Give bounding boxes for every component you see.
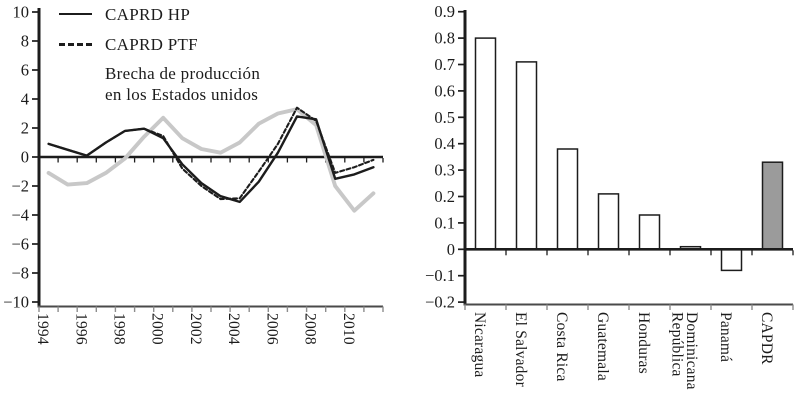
x-axis: 1994 1996 1998 2000 2002 2004 2006 2008 2010 — [34, 305, 384, 345]
svg-text:Dominicana: Dominicana — [683, 312, 700, 390]
zero-line — [465, 248, 794, 256]
line-chart-legend: CAPRD HP CAPRD PTF Brecha de producción … — [59, 5, 260, 106]
y-tick-label: −2 — [11, 177, 29, 196]
svg-text:Panamá: Panamá — [717, 312, 734, 362]
x-tick-label-2000: 2000 — [149, 313, 166, 345]
series-brecha-de-producci-n — [46, 107, 376, 213]
y-axis: 0.9 0.8 0.7 0.6 0.5 0.4 0.3 0.2 0.1 0 −0.1 −0.2 — [425, 2, 467, 312]
bars — [474, 37, 784, 272]
svg-text:República: República — [669, 312, 686, 377]
y-tick-label: 0.9 — [434, 2, 455, 21]
bar-nicaragua — [474, 37, 497, 251]
legend-item-caprd-hp: CAPRD HP — [59, 5, 260, 26]
x-tick-label-1996: 1996 — [72, 313, 89, 345]
svg-text:Nicaragua: Nicaragua — [471, 312, 488, 377]
svg-text:2006: 2006 — [263, 313, 280, 345]
bar-honduras — [638, 214, 661, 251]
y-tick-label: 6 — [21, 61, 29, 80]
x-category-label-costa-rica: Costa Rica — [553, 312, 570, 382]
x-tick-label-2006: 2006 — [263, 313, 280, 345]
y-tick-label: −0.2 — [425, 293, 455, 312]
x-tick-label-2010: 2010 — [340, 313, 357, 345]
svg-text:El Salvador: El Salvador — [512, 312, 529, 388]
x-category-label-honduras: Honduras — [635, 312, 652, 374]
x-tick-label-2008: 2008 — [302, 313, 319, 345]
bar-chart: 0.9 0.8 0.7 0.6 0.5 0.4 0.3 0.2 0.1 0 −0.1 −0.2 Nica… — [425, 2, 794, 390]
x-category-label-panam-: Panamá — [717, 312, 734, 362]
y-tick-label: 0.7 — [434, 55, 455, 74]
svg-text:1996: 1996 — [72, 313, 89, 345]
svg-text:2008: 2008 — [302, 313, 319, 345]
x-category-label-capdr: CAPDR — [758, 312, 775, 365]
svg-text:CAPDR: CAPDR — [758, 312, 775, 365]
bar-panam- — [720, 248, 743, 272]
y-tick-label: 0.6 — [434, 81, 455, 100]
svg-text:2010: 2010 — [340, 313, 357, 345]
svg-text:Honduras: Honduras — [635, 312, 652, 374]
y-tick-label: 0.5 — [434, 108, 455, 127]
y-tick-label: −10 — [3, 293, 29, 312]
y-tick-label: 0.3 — [434, 161, 455, 180]
y-tick-label: 0.8 — [434, 29, 455, 48]
line-chart: 10 8 6 4 2 0 −2 −4 −6 −8 −10 1994 1996 1998 2000 2002 20… — [3, 3, 384, 345]
y-tick-label: 2 — [21, 119, 29, 138]
legend-label-caprd-hp: CAPRD HP — [105, 5, 191, 24]
legend-label-caprd-ptf: CAPRD PTF — [105, 34, 198, 54]
bar-el-salvador — [515, 61, 538, 251]
x-tick-label-2002: 2002 — [187, 313, 204, 345]
solid-line-swatch-icon — [59, 13, 92, 15]
series-caprd-ptf — [47, 106, 375, 201]
svg-text:1994: 1994 — [34, 313, 51, 345]
svg-text:2000: 2000 — [149, 313, 166, 345]
y-tick-label: −0.1 — [425, 266, 455, 285]
dashed-line-swatch-icon — [59, 42, 92, 46]
y-tick-label: −6 — [11, 235, 29, 254]
y-axis: 10 8 6 4 2 0 −2 −4 −6 −8 −10 — [3, 3, 41, 312]
x-category-label-el-salvador: El Salvador — [512, 312, 529, 388]
y-tick-label: 0.2 — [434, 187, 455, 206]
legend-item-brecha: Brecha de producción en los Estados unid… — [59, 64, 260, 105]
y-tick-label: 0 — [21, 148, 29, 167]
bar-guatemala — [597, 193, 620, 251]
y-tick-label: 4 — [21, 90, 29, 109]
y-tick-label: −8 — [11, 264, 29, 283]
y-tick-label: 0.1 — [434, 213, 455, 232]
svg-text:Guatemala: Guatemala — [594, 312, 611, 381]
bar-capdr — [761, 161, 784, 251]
x-tick-label-1994: 1994 — [34, 313, 51, 345]
legend-label-brecha: Brecha de producción en los Estados unid… — [105, 64, 261, 105]
x-category-label-guatemala: Guatemala — [594, 312, 611, 381]
bar-costa-rica — [556, 148, 579, 251]
y-tick-label: 0.4 — [434, 134, 455, 153]
x-tick-label-1998: 1998 — [111, 313, 128, 345]
x-axis: Nicaragua El Salvador Costa Rica Guatemala H… — [463, 303, 794, 390]
legend-item-caprd-ptf: CAPRD PTF — [59, 35, 260, 56]
svg-text:2004: 2004 — [225, 313, 242, 345]
svg-text:1998: 1998 — [111, 313, 128, 345]
x-tick-label-2004: 2004 — [225, 313, 242, 345]
gray-line-swatch-icon — [59, 70, 92, 76]
y-tick-label: 8 — [21, 32, 29, 51]
y-tick-label: 10 — [13, 3, 30, 22]
y-tick-label: −4 — [11, 206, 29, 225]
x-category-label-nicaragua: Nicaragua — [471, 312, 488, 377]
svg-text:Costa Rica: Costa Rica — [553, 312, 570, 382]
svg-text:2002: 2002 — [187, 313, 204, 345]
y-tick-label: 0 — [447, 240, 455, 259]
